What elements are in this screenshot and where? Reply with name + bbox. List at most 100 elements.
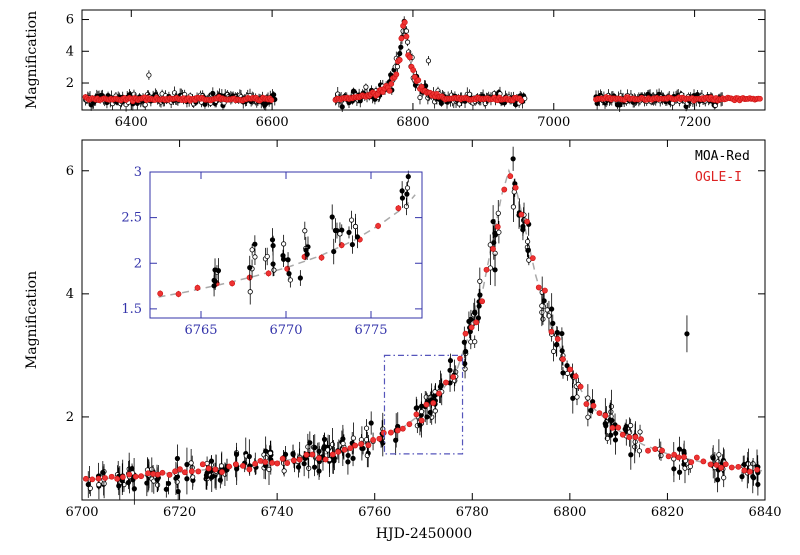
moa-point — [404, 39, 411, 45]
ogle-point — [436, 390, 442, 397]
moa-point — [541, 298, 547, 304]
moa-point — [399, 188, 405, 194]
ogle-point — [512, 184, 519, 191]
moa-point — [462, 361, 468, 367]
moa-point — [247, 265, 253, 271]
ogle-point — [560, 356, 566, 363]
moa-point — [710, 455, 716, 461]
moa-point — [477, 278, 483, 284]
moa-point — [329, 441, 336, 448]
moa-point — [346, 229, 352, 236]
ogle-point — [316, 455, 322, 461]
moa-point — [234, 466, 240, 472]
ogle-point — [388, 80, 395, 87]
ogle-point — [126, 471, 133, 478]
moa-point — [520, 223, 526, 230]
moa-point — [332, 227, 339, 234]
moa-point — [461, 339, 467, 345]
moa-point — [280, 253, 286, 259]
moa-point — [301, 461, 307, 467]
moa-point — [627, 429, 633, 435]
x-tick-label: 6800 — [553, 505, 586, 520]
ogle-point — [145, 470, 151, 477]
moa-point — [174, 479, 180, 485]
ogle-point — [205, 465, 212, 472]
moa-point — [271, 267, 277, 273]
ogle-point — [95, 475, 102, 482]
moa-point — [174, 455, 181, 462]
moa-point — [564, 370, 571, 376]
y-tick-label: 4 — [66, 44, 74, 59]
x-tick-label: 6400 — [115, 115, 148, 130]
ogle-point — [619, 431, 626, 438]
ogle-point — [577, 383, 584, 390]
moa-point — [282, 451, 289, 458]
moa-point — [405, 173, 411, 180]
ogle-point — [632, 434, 639, 440]
moa-point — [363, 84, 369, 90]
moa-point — [394, 64, 401, 70]
moa-point — [617, 102, 623, 108]
moa-point — [472, 339, 478, 345]
zoom-region-box — [383, 354, 464, 455]
moa-point — [217, 477, 223, 483]
y-tick-label: 1.5 — [121, 302, 142, 317]
main-panel-frame — [81, 139, 766, 501]
x-tick-label: 6775 — [354, 323, 387, 338]
moa-point — [144, 480, 150, 486]
ogle-point — [406, 54, 413, 61]
moa-point — [525, 238, 531, 245]
moa-point — [368, 420, 374, 426]
ogle-point — [728, 464, 735, 471]
ogle-point — [257, 457, 264, 464]
moa-point — [476, 303, 482, 309]
ogle-point — [199, 461, 206, 468]
moa-point — [129, 465, 135, 472]
ogle-point — [296, 456, 303, 463]
ogle-point — [309, 451, 316, 458]
ogle-point — [269, 459, 276, 466]
moa-point — [271, 92, 277, 98]
ogle-point — [754, 466, 760, 473]
ogle-point — [157, 290, 164, 297]
ogle-point — [83, 475, 89, 482]
ogle-point — [396, 57, 403, 63]
moa-point — [544, 307, 550, 313]
ogle-point — [322, 456, 329, 463]
x-tick-label: 6760 — [358, 505, 391, 520]
moa-point — [190, 474, 196, 480]
legend: MOA-Red OGLE-I — [695, 149, 750, 185]
ogle-point — [572, 373, 579, 380]
ogle-point — [89, 476, 96, 483]
moa-point — [269, 237, 276, 243]
moa-point — [163, 486, 169, 492]
moa-point — [418, 409, 425, 415]
inset-ticks: 6765 6770 6775 1.5 2 2.5 3 — [121, 165, 422, 338]
moa-point — [715, 477, 721, 483]
ogle-point — [423, 401, 430, 408]
moa-point — [496, 229, 502, 235]
ogle-point — [713, 462, 720, 468]
top-panel-ylabel: Magnification — [24, 11, 40, 109]
moa-point — [215, 268, 222, 274]
moa-point — [340, 440, 346, 447]
y-tick-label: 2 — [134, 256, 142, 271]
moa-point — [188, 460, 194, 466]
ogle-point — [615, 424, 622, 431]
y-tick-label: 2 — [66, 76, 74, 91]
inset-panel: 6765 6770 6775 1.5 2 2.5 3 — [121, 165, 423, 338]
moa-point — [438, 382, 444, 389]
moa-point — [550, 320, 556, 326]
moa-point — [165, 480, 172, 487]
ogle-point — [338, 242, 345, 249]
main-panel-ylabel: Magnification — [24, 271, 40, 369]
ogle-point — [318, 254, 325, 261]
ogle-point — [542, 287, 548, 294]
main-panel-ticks: 6700 6720 6740 6760 6780 6800 6820 6840 2 4 6 — [65, 140, 782, 520]
y-tick-label: 3 — [134, 165, 142, 180]
ogle-point — [352, 442, 359, 449]
moa-point — [603, 423, 609, 429]
moa-point — [559, 348, 565, 354]
moa-point — [267, 450, 273, 456]
